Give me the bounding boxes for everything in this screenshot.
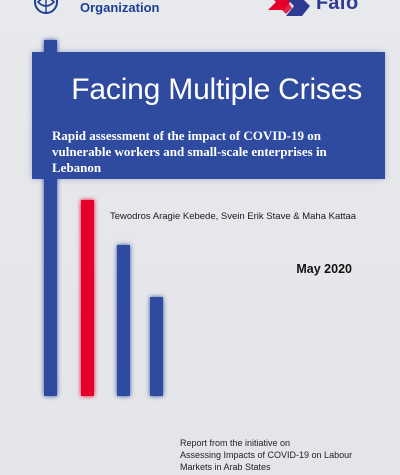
ilo-logo: Organization bbox=[30, 0, 159, 18]
report-subtitle: Rapid assessment of the impact of COVID-… bbox=[52, 128, 327, 175]
ilo-organization-text: Organization bbox=[80, 0, 160, 15]
fafo-text: Fafo bbox=[316, 0, 359, 14]
report-authors: Tewodros Aragie Kebede, Svein Erik Stave… bbox=[110, 211, 357, 222]
report-date: May 2020 bbox=[296, 262, 352, 276]
bar-short-blue bbox=[150, 297, 163, 396]
report-series-note: Report from the initiative on Assessing … bbox=[180, 437, 390, 473]
bar-red bbox=[81, 200, 94, 396]
fafo-logo: Fafo bbox=[266, 0, 386, 18]
bar-mid-blue bbox=[117, 245, 130, 396]
report-note-line: Report from the initiative on bbox=[180, 438, 291, 448]
report-note-line: Markets in Arab States bbox=[180, 462, 271, 472]
report-title: Facing Multiple Crises bbox=[71, 73, 362, 106]
title-band: Facing Multiple Crises Rapid assessment … bbox=[32, 52, 385, 179]
fafo-mark-icon bbox=[268, 0, 310, 16]
report-note-line: Assessing Impacts of COVID-19 on Labour bbox=[180, 450, 353, 460]
ilo-emblem-icon bbox=[34, 0, 58, 14]
